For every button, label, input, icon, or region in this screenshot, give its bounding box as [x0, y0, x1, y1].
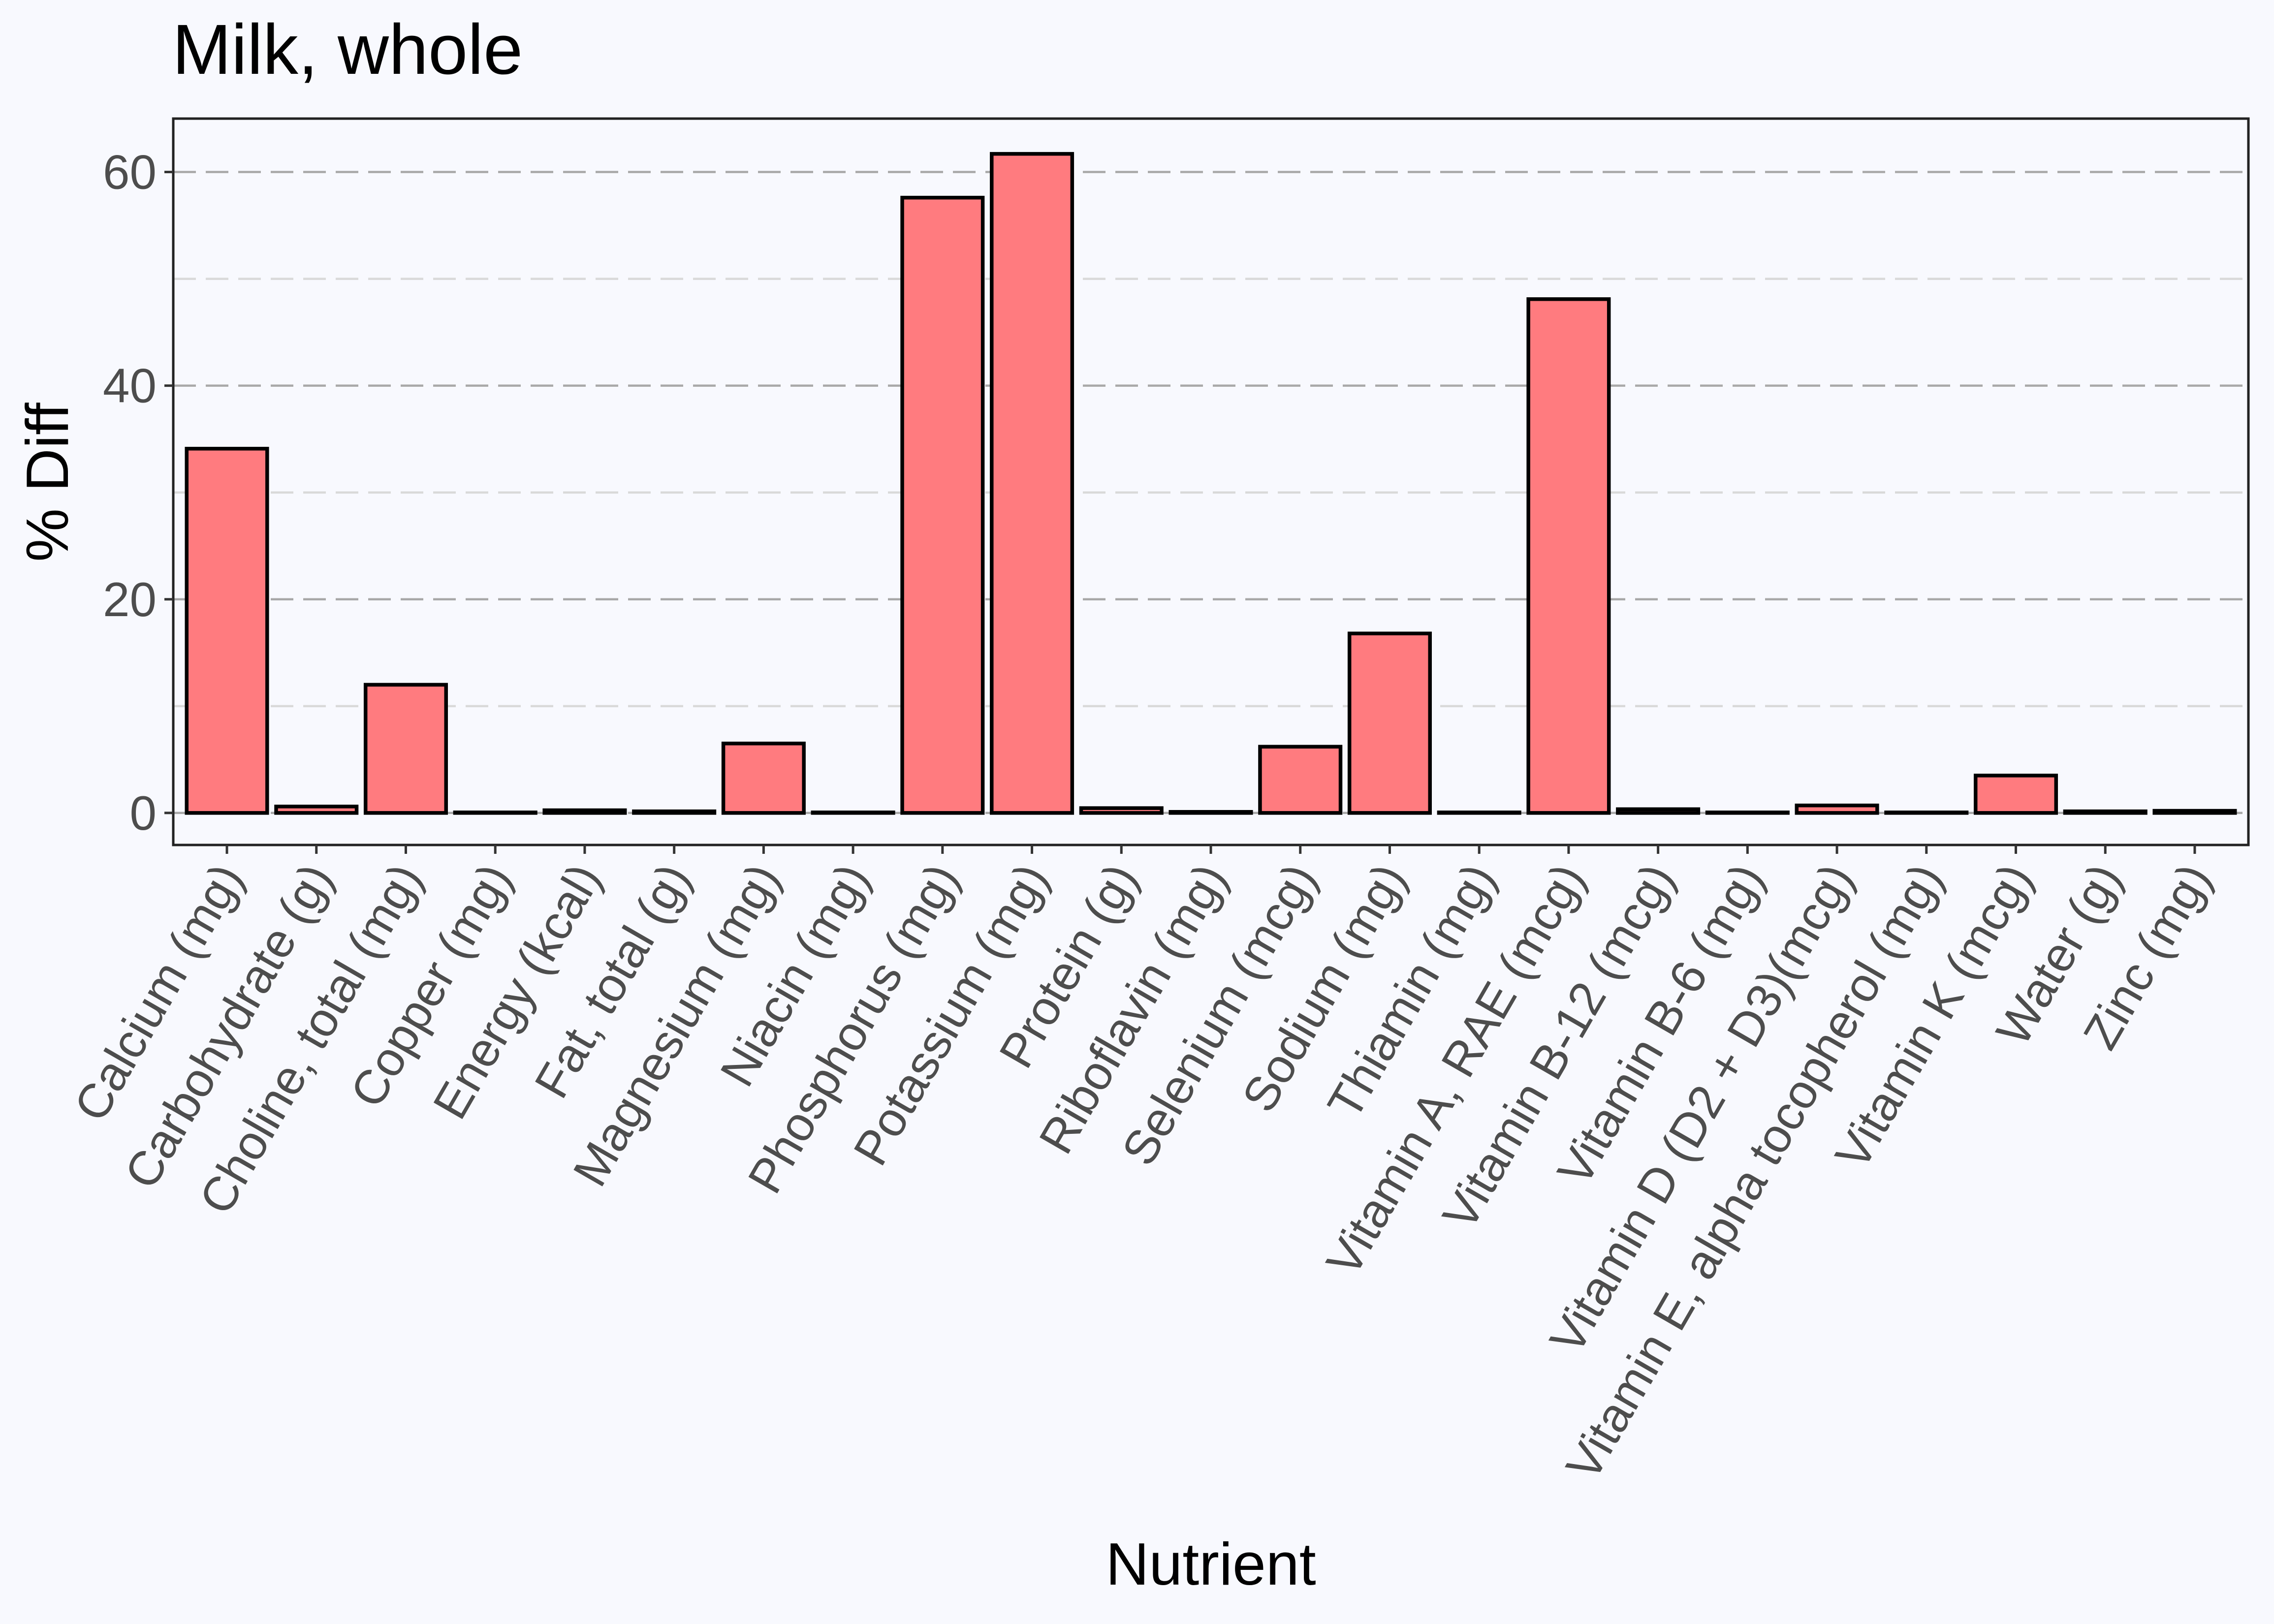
bar: [274, 805, 359, 815]
bar: [185, 446, 269, 815]
bars: [185, 152, 2237, 815]
bar: [1347, 631, 1432, 815]
bar: [1169, 810, 1253, 815]
bar: [1705, 811, 1790, 815]
bar: [900, 195, 985, 815]
bar: [1526, 297, 1611, 815]
bar: [542, 808, 627, 815]
bar: [990, 152, 1074, 815]
bar: [721, 742, 806, 815]
bar: [2152, 809, 2237, 815]
bar: [363, 683, 448, 815]
bar: [811, 811, 895, 815]
bar: [1884, 811, 1969, 815]
y-tick-label: 60: [103, 145, 157, 199]
y-axis-title: % Diff: [14, 402, 81, 562]
bar: [453, 811, 537, 815]
y-axis: 0 20 40 60: [103, 145, 173, 840]
bar: [1437, 811, 1521, 815]
y-tick-label: 0: [129, 786, 157, 840]
bar: [632, 809, 717, 815]
y-tick-label: 20: [103, 572, 157, 626]
y-tick-label: 40: [103, 359, 157, 413]
bar: [1079, 806, 1164, 815]
chart-title: Milk, whole: [172, 10, 523, 89]
bar: [1258, 745, 1343, 815]
bar: [2063, 809, 2148, 815]
bar: [1973, 774, 2058, 815]
bar: [1795, 803, 1879, 815]
x-axis-title: Nutrient: [1105, 1530, 1316, 1597]
bar: [1616, 807, 1701, 815]
